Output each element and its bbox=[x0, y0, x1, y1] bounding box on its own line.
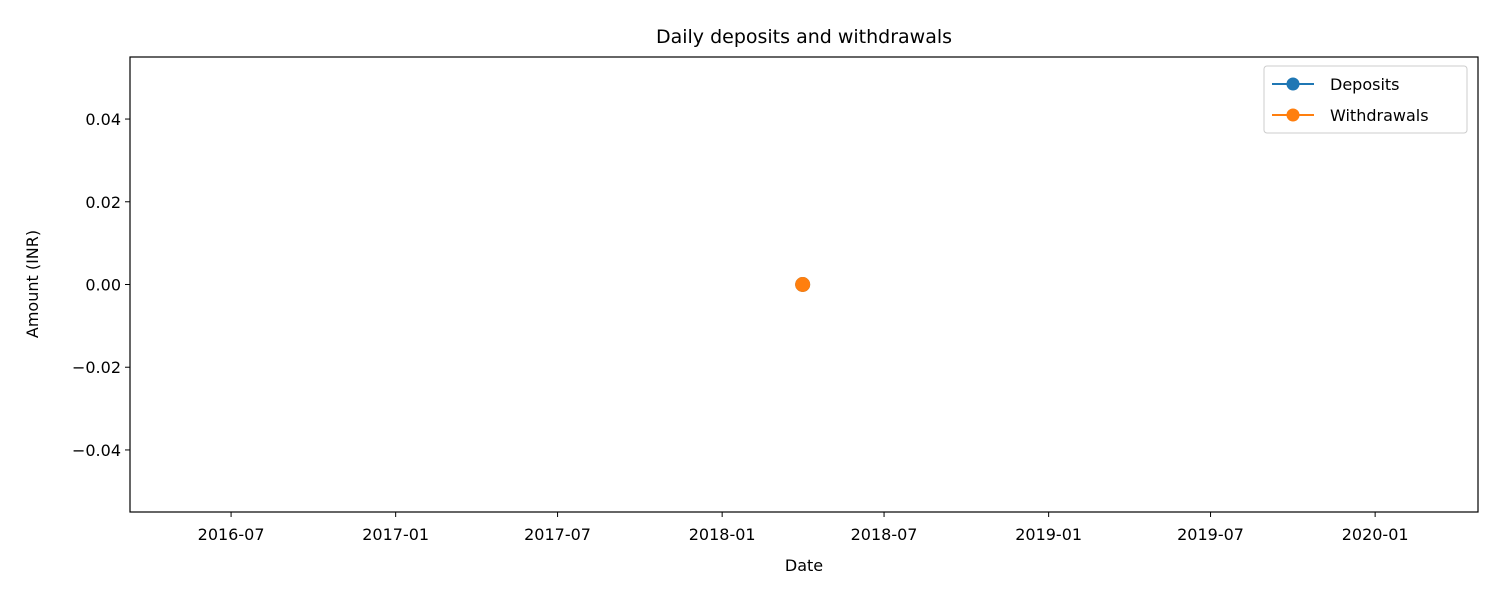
legend-label-deposits: Deposits bbox=[1330, 75, 1400, 94]
y-axis-label: Amount (INR) bbox=[23, 230, 42, 338]
x-tick-label: 2018-07 bbox=[851, 525, 918, 544]
y-tick-label: −0.04 bbox=[72, 441, 121, 460]
y-axis-ticks: −0.04 −0.02 0.00 0.02 0.04 bbox=[72, 110, 130, 460]
x-tick-label: 2020-01 bbox=[1342, 525, 1409, 544]
data-point-withdrawals bbox=[795, 277, 811, 292]
x-tick-label: 2017-01 bbox=[362, 525, 429, 544]
legend-marker-deposits bbox=[1286, 77, 1300, 91]
x-tick-label: 2019-01 bbox=[1015, 525, 1082, 544]
x-axis-ticks: 2016-07 2017-01 2017-07 2018-01 2018-07 2019-… bbox=[198, 512, 1409, 544]
series-layer bbox=[795, 277, 811, 292]
legend-marker-withdrawals bbox=[1286, 108, 1300, 122]
x-axis-label: Date bbox=[785, 556, 823, 575]
y-tick-label: −0.02 bbox=[72, 358, 121, 377]
x-tick-label: 2016-07 bbox=[198, 525, 265, 544]
x-tick-label: 2018-01 bbox=[689, 525, 756, 544]
legend: Deposits Withdrawals bbox=[1263, 65, 1468, 134]
x-tick-label: 2017-07 bbox=[524, 525, 591, 544]
legend-label-withdrawals: Withdrawals bbox=[1330, 106, 1429, 125]
chart-title: Daily deposits and withdrawals bbox=[656, 26, 952, 48]
plot-frame bbox=[129, 56, 1479, 513]
y-tick-label: 0.00 bbox=[85, 276, 121, 295]
x-tick-label: 2019-07 bbox=[1177, 525, 1244, 544]
y-tick-label: 0.02 bbox=[85, 193, 121, 212]
legend-box bbox=[1263, 65, 1468, 134]
y-tick-label: 0.04 bbox=[85, 110, 121, 129]
